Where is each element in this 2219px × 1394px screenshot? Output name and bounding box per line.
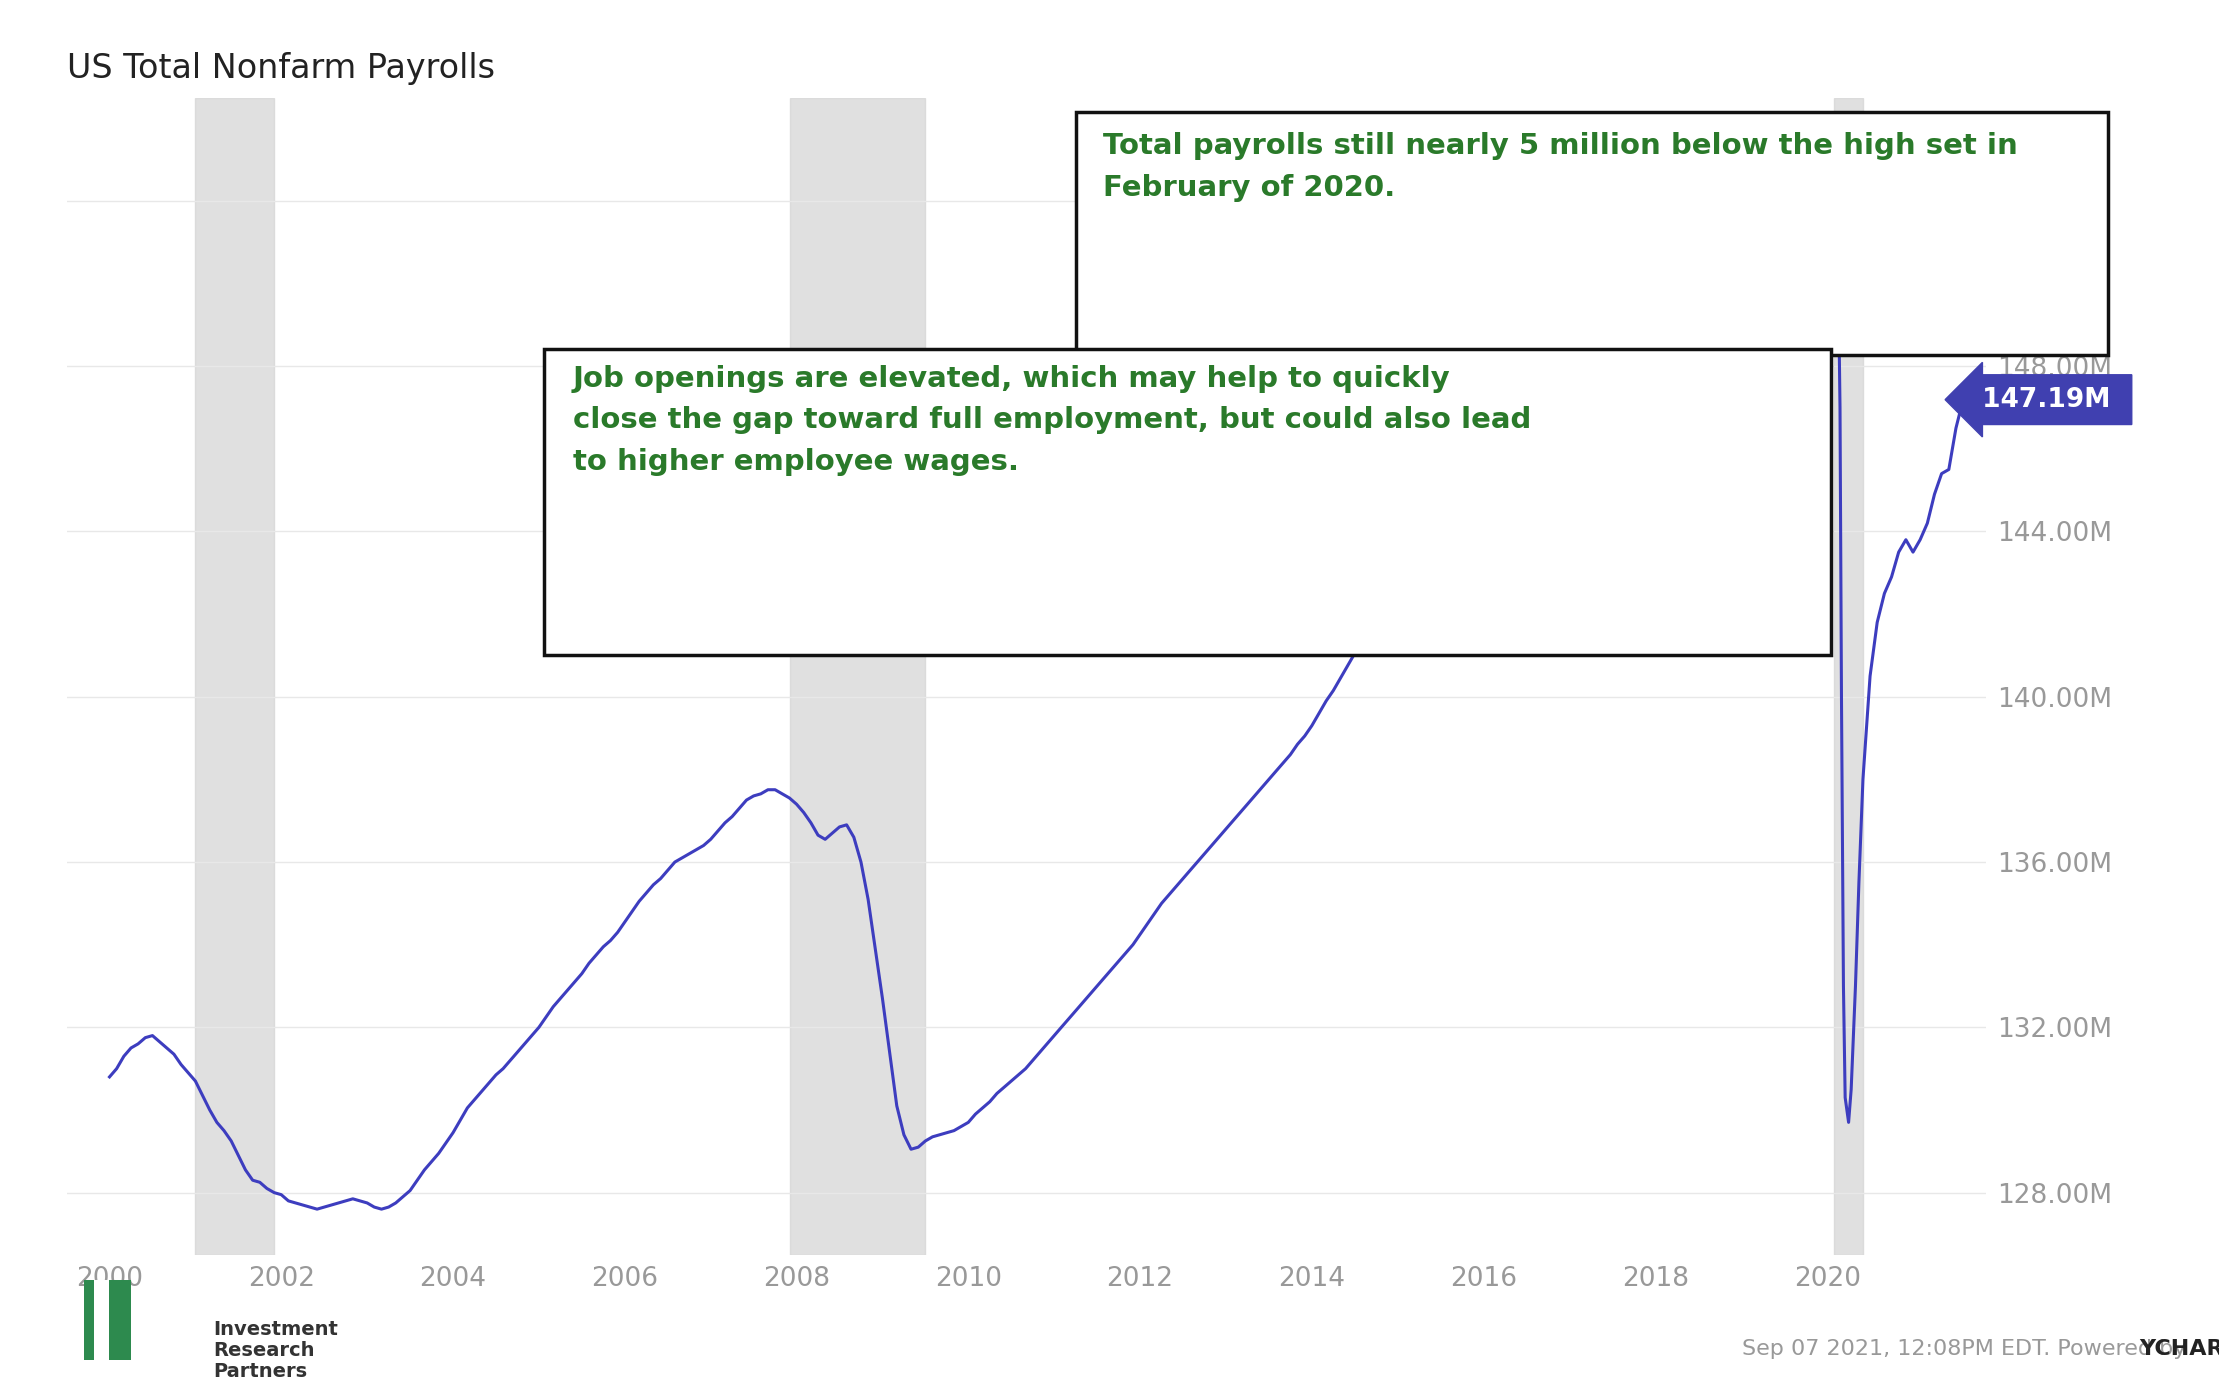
Bar — [84, 1280, 131, 1361]
Text: YCHARTS: YCHARTS — [2139, 1340, 2219, 1359]
Text: Total payrolls still nearly 5 million below the high set in
February of 2020.: Total payrolls still nearly 5 million be… — [1103, 132, 2017, 202]
Text: Job openings are elevated, which may help to quickly
close the gap toward full e: Job openings are elevated, which may hel… — [573, 365, 1531, 475]
Text: US Total Nonfarm Payrolls: US Total Nonfarm Payrolls — [67, 52, 495, 85]
Bar — [195, 98, 275, 1255]
Text: Partners: Partners — [213, 1362, 306, 1381]
Text: 147.19M: 147.19M — [1973, 386, 2119, 413]
Bar — [790, 98, 925, 1255]
Text: Investment: Investment — [213, 1320, 337, 1340]
Text: Sep 07 2021, 12:08PM EDT. Powered by: Sep 07 2021, 12:08PM EDT. Powered by — [1742, 1340, 2192, 1359]
Bar — [93, 1280, 109, 1361]
Bar — [1833, 98, 1864, 1255]
Text: Research: Research — [213, 1341, 315, 1361]
